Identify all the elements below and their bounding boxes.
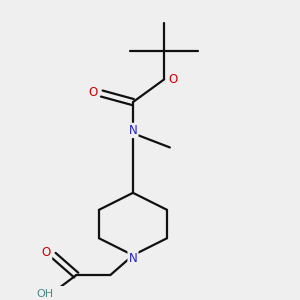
Text: N: N: [129, 252, 137, 265]
Text: N: N: [129, 124, 137, 137]
Text: O: O: [42, 246, 51, 259]
Text: OH: OH: [37, 289, 54, 298]
Text: O: O: [88, 85, 98, 99]
Text: O: O: [168, 73, 177, 86]
